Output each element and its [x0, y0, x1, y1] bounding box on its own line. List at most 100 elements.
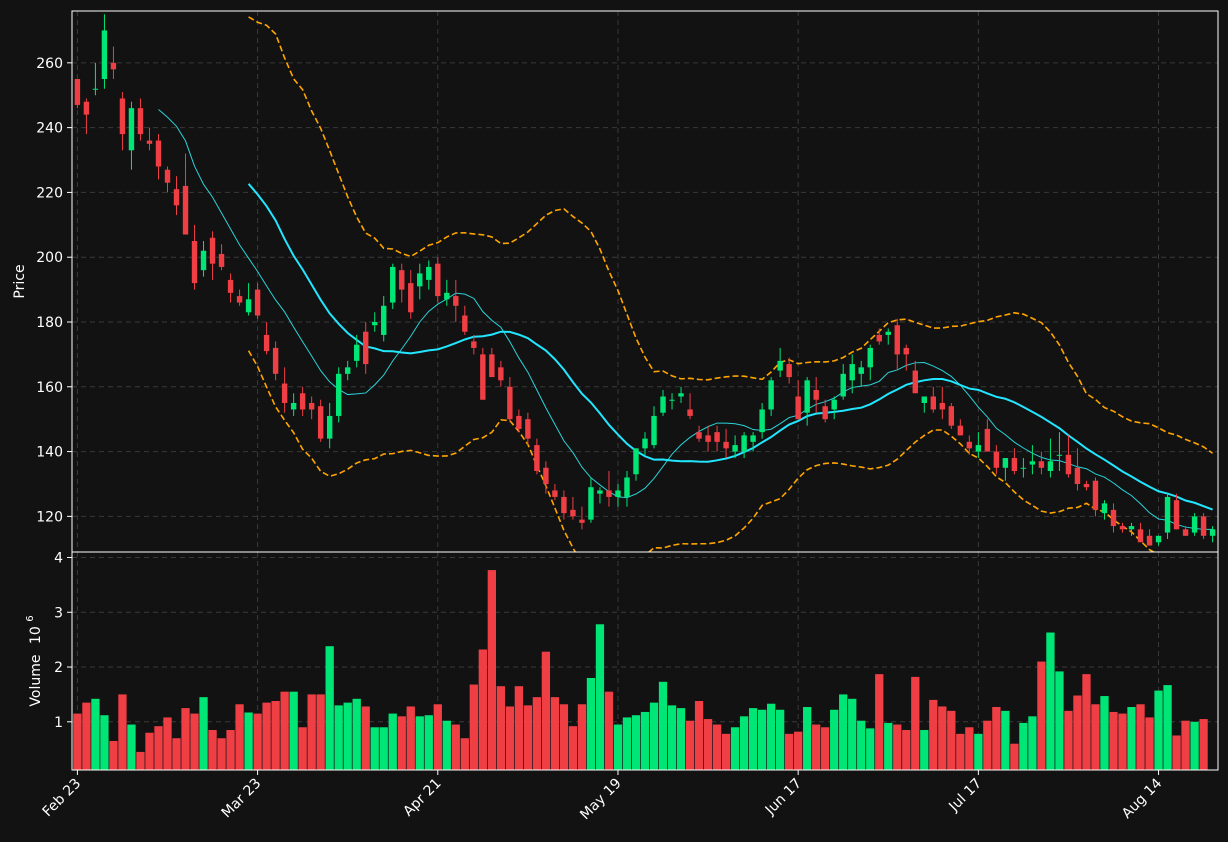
candle-body	[263, 334, 270, 352]
candle-body	[957, 425, 964, 436]
price-y-tick-label: 120	[36, 509, 63, 525]
candle	[191, 224, 198, 290]
candle-body	[678, 393, 684, 397]
candle-body	[182, 185, 189, 235]
volume-bar	[109, 740, 118, 770]
volume-bar	[1046, 632, 1055, 770]
volume-bar	[1190, 721, 1199, 770]
candle-body	[561, 496, 567, 514]
candle-body	[1164, 496, 1171, 533]
candle-body	[534, 445, 540, 472]
volume-bar	[388, 713, 397, 770]
volume-bar	[271, 700, 280, 770]
volume-bar	[370, 727, 379, 770]
candle	[245, 283, 252, 316]
candle-body	[714, 432, 720, 442]
candle	[615, 483, 621, 507]
candle-body	[390, 266, 396, 303]
bollinger-lower-line	[247, 350, 1156, 552]
volume-bar	[1091, 704, 1100, 770]
volume-bar	[748, 708, 758, 770]
volume-bar	[920, 730, 929, 770]
candle	[83, 98, 90, 135]
candle-body	[218, 253, 225, 267]
candle	[786, 357, 792, 384]
candle-body	[435, 263, 441, 297]
volume-bar	[821, 727, 830, 770]
volume-bar	[415, 716, 424, 770]
candle	[74, 79, 81, 109]
volume-bar	[280, 691, 289, 770]
candle	[678, 386, 684, 403]
price-y-tick-label: 200	[36, 250, 63, 266]
volume-bar	[866, 728, 875, 770]
candle-body	[200, 250, 207, 271]
candle	[137, 98, 144, 141]
candle-body	[1173, 500, 1180, 530]
volume-bar	[433, 704, 442, 770]
volume-axis-label: Volume 10 6	[25, 615, 44, 706]
candle	[1029, 445, 1036, 475]
volume-bar	[1064, 710, 1073, 770]
candle-body	[344, 367, 351, 374]
price-y-tick-label: 180	[36, 315, 63, 331]
candle	[777, 347, 783, 378]
volume-bar	[712, 724, 722, 770]
volume-bar	[658, 681, 668, 770]
candle-body	[633, 448, 639, 475]
candle	[471, 334, 477, 355]
volume-bar	[947, 710, 956, 770]
candle	[1083, 480, 1090, 491]
volume-bar	[307, 694, 316, 770]
candle-body	[290, 402, 297, 410]
volume-bars	[73, 570, 1208, 770]
candle	[1110, 503, 1117, 533]
candle-body	[723, 441, 729, 449]
candle	[1101, 500, 1108, 520]
volume-bar	[1100, 696, 1109, 770]
volume-bar	[1019, 722, 1028, 770]
candle	[1128, 522, 1135, 536]
volume-bar	[911, 676, 920, 770]
volume-bar	[739, 716, 749, 770]
price-y-ticks: 120 140 160 180 200 220 240 260	[36, 56, 72, 525]
candle	[642, 432, 648, 455]
candle-body	[939, 402, 946, 410]
volume-bar	[1109, 711, 1118, 770]
candle	[921, 396, 927, 413]
candle-body	[326, 415, 333, 439]
candle	[317, 399, 324, 442]
candle-body	[597, 490, 603, 494]
volume-bar	[334, 705, 343, 770]
candle-body	[363, 331, 369, 365]
price-y-tick: 240	[36, 121, 72, 137]
candle-body	[876, 334, 882, 342]
moving-averages	[158, 109, 1213, 530]
candle-body	[1047, 461, 1054, 472]
volume-bar	[703, 719, 713, 770]
volume-bar	[325, 646, 334, 770]
candle-body	[588, 487, 594, 520]
bollinger-bands	[247, 16, 1214, 552]
volume-y-tick: 4	[54, 550, 72, 566]
candle	[795, 380, 801, 420]
volume-y-tick: 1	[54, 715, 72, 731]
price-y-tick: 140	[36, 445, 72, 461]
candle-body	[1128, 526, 1135, 530]
candle	[1065, 435, 1072, 478]
candle-body	[381, 305, 387, 335]
candle-body	[777, 360, 783, 371]
candle	[957, 419, 964, 436]
candle	[741, 432, 747, 459]
candle	[534, 438, 540, 475]
price-y-tick: 200	[36, 250, 72, 266]
volume-bar	[352, 698, 361, 770]
candle	[1092, 477, 1099, 517]
candle	[263, 321, 270, 355]
candle	[1191, 513, 1198, 536]
candle-body	[74, 79, 81, 105]
volume-bar	[685, 720, 695, 770]
volume-bar	[514, 686, 524, 770]
candle-body	[1146, 535, 1153, 546]
volume-bar	[1145, 717, 1154, 770]
